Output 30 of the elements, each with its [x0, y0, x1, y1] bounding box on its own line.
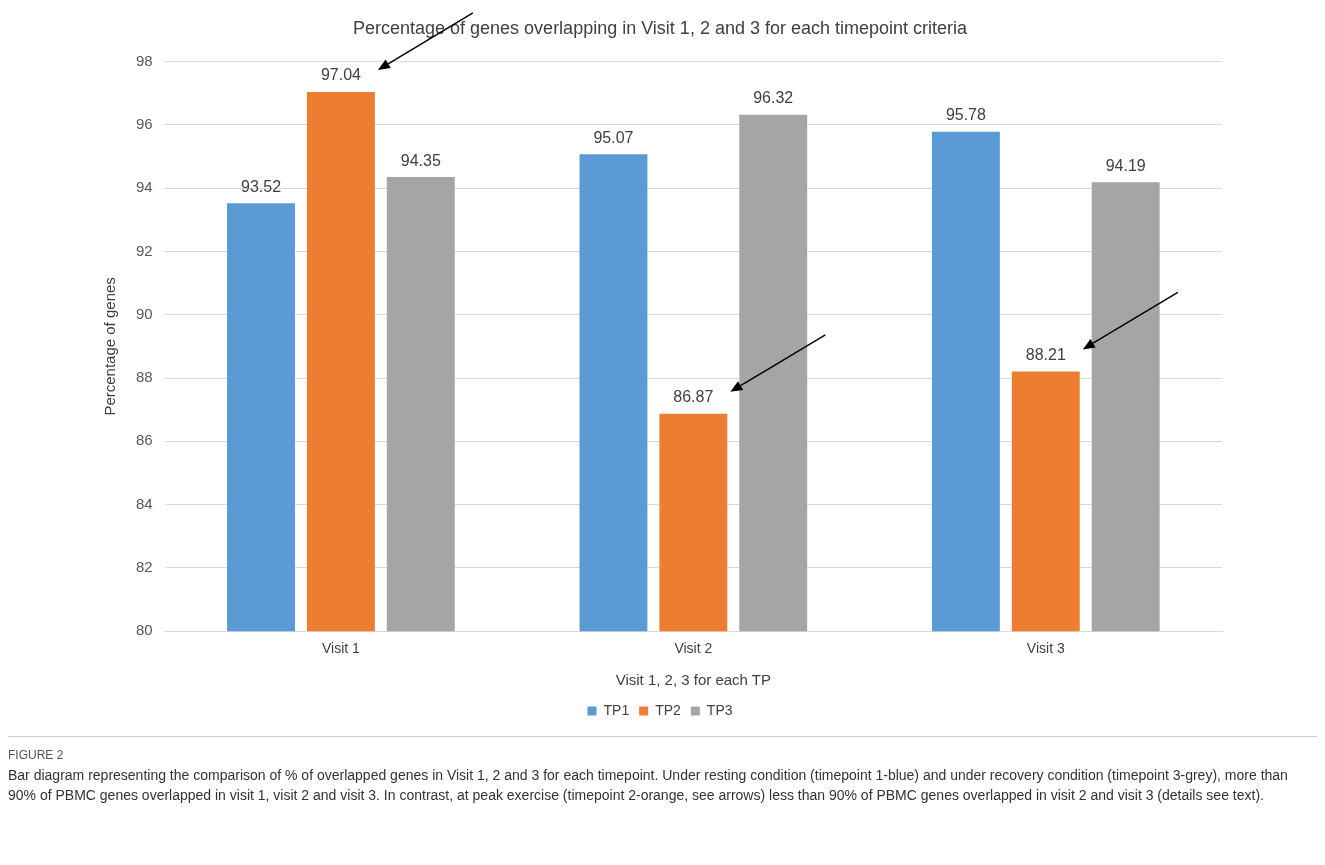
- data-label: 95.07: [593, 128, 634, 146]
- y-tick-label: 82: [136, 558, 153, 576]
- y-axis-title: Percentage of genes: [101, 277, 119, 416]
- legend-label: TP2: [655, 701, 682, 718]
- y-tick-label: 86: [136, 431, 153, 449]
- x-axis-title: Visit 1, 2, 3 for each TP: [615, 671, 772, 689]
- y-tick-label: 98: [136, 51, 153, 69]
- data-label: 86.87: [673, 388, 714, 406]
- y-tick-label: 84: [136, 494, 153, 512]
- x-tick-label: Visit 1: [321, 640, 361, 657]
- y-tick-label: 92: [136, 241, 153, 259]
- legend-label: TP1: [603, 701, 630, 718]
- data-label: 96.32: [753, 89, 794, 107]
- data-label: 94.35: [400, 151, 441, 169]
- x-tick-label: Visit 3: [1026, 640, 1065, 657]
- data-label: 95.78: [945, 106, 987, 124]
- legend-label: TP3: [706, 701, 733, 718]
- chart-title: Percentage of genes overlapping in Visit 1, 2 and 3 for each timepoint criteria: [352, 17, 968, 38]
- data-label: 88.21: [1025, 345, 1066, 363]
- x-tick-label: Visit 2: [674, 640, 713, 657]
- y-tick-label: 88: [136, 368, 153, 386]
- y-tick-label: 96: [136, 115, 153, 133]
- data-label: 93.52: [240, 177, 282, 195]
- data-label: 94.19: [1105, 156, 1146, 174]
- y-tick-label: 94: [136, 178, 153, 196]
- y-tick-label: 90: [136, 304, 153, 322]
- text: Bar diagram representing the comparison of % of overlapped genes in Visit 1, 2 and 3 for each timepoint. Under resting condition (timepoint 1-blue) and under recovery condition (timepoint 3-grey), more than 90% of PBMC genes overlapped in visit 1, visit 2 and visit 3. In contrast, at peak exercise (timepoint 2-orange, see arrows) less than 90% of PBMC genes overlapped in visit 2 and visit 3 (details see text).: [8, 766, 1289, 805]
- data-label: 97.04: [320, 66, 362, 84]
- caption: FIGURE 2: [8, 747, 65, 764]
- y-tick-label: 80: [136, 621, 153, 639]
